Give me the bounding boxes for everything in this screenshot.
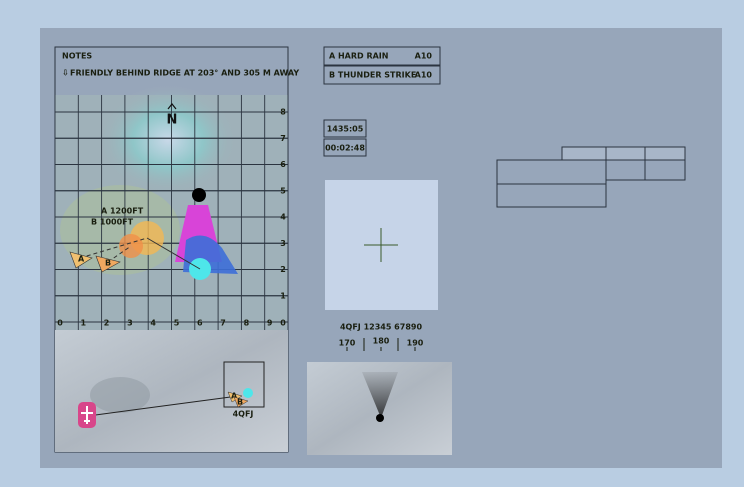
status-table	[496, 146, 686, 208]
north-arrow	[167, 103, 177, 110]
crosshair	[364, 228, 398, 262]
asset-type: A10	[415, 52, 433, 61]
elapsed: 00:02:48	[325, 144, 365, 153]
x-label: 3	[127, 319, 133, 328]
minimap-b	[233, 396, 249, 408]
path-b	[107, 245, 132, 263]
minimap-route	[87, 395, 239, 417]
terrain	[98, 85, 238, 195]
x-label: 8	[244, 319, 250, 328]
path-target	[146, 237, 201, 270]
heading: 180	[373, 337, 390, 346]
observer	[192, 188, 206, 202]
minimap-b-label: B	[237, 398, 243, 407]
target-coordinates: 4QFJ 12345 67890	[340, 323, 422, 332]
minimap-target	[243, 388, 253, 398]
y-label: 1	[280, 291, 286, 300]
y-label: 4	[280, 213, 286, 222]
y-label: 2	[280, 265, 286, 274]
compass	[346, 338, 416, 351]
minimap	[55, 330, 288, 452]
y-label: 3	[280, 239, 286, 248]
marker-a-label: A	[78, 255, 85, 264]
marker-b-label: B	[105, 259, 111, 268]
sensor-cone	[362, 372, 398, 418]
north: N	[167, 113, 178, 128]
marker-b	[95, 255, 121, 273]
altitude-a: A 1200FT	[101, 207, 144, 216]
minimap-view	[223, 361, 265, 408]
asset-name: A HARD RAIN	[329, 52, 388, 61]
heading-tick: 190	[407, 339, 424, 348]
x-label: 2	[104, 319, 110, 328]
heading-tick: 170	[339, 339, 356, 348]
terrain	[90, 377, 150, 413]
x-label: 1	[81, 319, 87, 328]
marker-a	[69, 251, 93, 269]
clock-box	[323, 119, 367, 138]
y-label: 6	[280, 160, 286, 169]
y-label: 7	[280, 134, 286, 143]
elapsed-box	[323, 138, 367, 157]
asset-row	[323, 65, 441, 85]
clock: 1435:05	[327, 125, 364, 134]
x-label: 6	[197, 319, 203, 328]
asset-row	[323, 46, 441, 66]
map-grid	[54, 95, 289, 330]
minimap-grid: 4QFJ	[233, 410, 254, 419]
note-arrow: ⇩	[62, 69, 69, 78]
x-label: 4	[150, 319, 156, 328]
aircraft-glyph	[81, 406, 93, 424]
x-label: 7	[220, 319, 226, 328]
asset-type: A10	[415, 71, 433, 80]
altitude-b: B 1000FT	[91, 218, 134, 227]
note-text: FRIENDLY BEHIND RIDGE AT 203° AND 305 M …	[70, 69, 299, 78]
sensor-origin	[376, 414, 384, 422]
x-label: 0	[280, 319, 286, 328]
path-a	[79, 237, 148, 259]
x-label: 5	[174, 319, 180, 328]
asset-name: B THUNDER STRIKE	[329, 71, 416, 80]
y-label: 8	[280, 108, 286, 117]
notes-title: NOTES	[62, 52, 92, 61]
x-label: 9	[267, 319, 273, 328]
y-label: 5	[280, 186, 286, 195]
minimap-a-label: A	[231, 392, 238, 401]
x-label: 0	[57, 319, 63, 328]
